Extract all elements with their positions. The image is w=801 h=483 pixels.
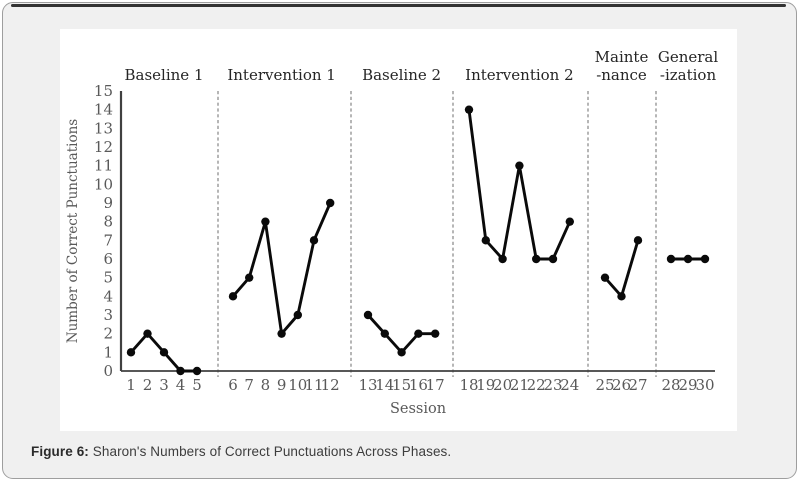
data-point-marker bbox=[565, 217, 574, 226]
y-tick-label: 8 bbox=[103, 213, 113, 231]
x-tick-label: 22 bbox=[527, 376, 546, 394]
y-tick-label: 1 bbox=[103, 343, 113, 361]
y-tick-label: 2 bbox=[103, 325, 113, 343]
data-point-marker bbox=[683, 254, 693, 264]
data-point-marker bbox=[431, 329, 440, 338]
x-tick-label: 24 bbox=[560, 376, 579, 394]
data-point-marker bbox=[700, 254, 710, 264]
data-point-marker bbox=[192, 366, 202, 376]
data-point-marker bbox=[159, 348, 169, 357]
caption-text: Sharon's Numbers of Correct Punctuations… bbox=[92, 444, 452, 459]
x-tick-label: 5 bbox=[192, 376, 202, 394]
x-tick-label: 16 bbox=[409, 376, 428, 394]
y-tick-label: 7 bbox=[103, 231, 113, 249]
x-tick-label: 12 bbox=[321, 376, 340, 394]
phase-label: General bbox=[658, 48, 719, 66]
data-point-marker bbox=[380, 329, 389, 338]
data-point-marker bbox=[293, 310, 302, 320]
data-point-marker bbox=[666, 254, 676, 264]
y-tick-label: 11 bbox=[94, 157, 113, 175]
y-tick-label: 10 bbox=[94, 175, 113, 193]
x-tick-label: 26 bbox=[612, 376, 631, 394]
data-point-marker bbox=[600, 273, 610, 282]
data-point-marker bbox=[414, 329, 423, 338]
x-tick-label: 29 bbox=[678, 376, 697, 394]
x-tick-label: 8 bbox=[261, 376, 271, 394]
phase-label: Mainte bbox=[595, 48, 649, 66]
data-point-marker bbox=[326, 198, 335, 208]
x-tick-label: 20 bbox=[493, 376, 512, 394]
x-tick-label: 14 bbox=[375, 376, 394, 394]
data-point-marker bbox=[176, 366, 185, 376]
data-point-marker bbox=[633, 236, 643, 245]
y-tick-label: 9 bbox=[103, 194, 113, 212]
y-tick-label: 14 bbox=[94, 101, 113, 119]
data-point-marker bbox=[277, 329, 286, 338]
phase-label: -nance bbox=[596, 66, 647, 84]
data-point-marker bbox=[515, 161, 524, 170]
phase-label: Baseline 1 bbox=[125, 66, 204, 84]
x-tick-label: 7 bbox=[244, 376, 254, 394]
data-point-marker bbox=[481, 236, 490, 245]
caption-label: Figure 6: bbox=[31, 444, 89, 459]
x-tick-label: 3 bbox=[159, 376, 169, 394]
data-point-marker bbox=[143, 329, 152, 338]
data-point-marker bbox=[126, 348, 136, 357]
x-tick-label: 11 bbox=[304, 376, 323, 394]
y-tick-label: 15 bbox=[94, 82, 113, 100]
data-point-marker bbox=[245, 273, 254, 282]
y-tick-label: 12 bbox=[94, 138, 113, 156]
card-top-accent-line bbox=[11, 4, 786, 7]
data-point-marker bbox=[532, 254, 541, 264]
phase-label: Baseline 2 bbox=[362, 66, 441, 84]
figure-caption: Figure 6: Sharon's Numbers of Correct Pu… bbox=[31, 444, 771, 459]
y-tick-label: 0 bbox=[103, 362, 113, 380]
x-tick-label: 15 bbox=[392, 376, 411, 394]
data-point-marker bbox=[228, 292, 238, 301]
y-axis-title: Number of Correct Punctuations bbox=[65, 119, 81, 343]
x-tick-label: 27 bbox=[628, 376, 647, 394]
x-tick-label: 17 bbox=[426, 376, 445, 394]
y-tick-label: 5 bbox=[103, 269, 113, 287]
data-point-marker bbox=[464, 105, 474, 114]
x-tick-label: 23 bbox=[543, 376, 562, 394]
x-tick-label: 30 bbox=[695, 376, 714, 394]
phase-label: Intervention 2 bbox=[465, 66, 574, 84]
x-tick-label: 1 bbox=[126, 376, 136, 394]
data-point-marker bbox=[397, 348, 406, 357]
x-tick-label: 18 bbox=[459, 376, 478, 394]
y-tick-label: 13 bbox=[94, 119, 113, 137]
x-tick-label: 19 bbox=[476, 376, 495, 394]
x-axis-title: Session bbox=[390, 401, 446, 417]
data-point-marker bbox=[261, 217, 270, 226]
x-tick-label: 21 bbox=[510, 376, 529, 394]
x-tick-label: 6 bbox=[228, 376, 238, 394]
y-tick-label: 6 bbox=[103, 250, 113, 268]
x-tick-label: 13 bbox=[358, 376, 377, 394]
x-tick-label: 9 bbox=[277, 376, 287, 394]
phase-label: Intervention 1 bbox=[227, 66, 336, 84]
data-point-marker bbox=[309, 236, 319, 245]
x-tick-label: 4 bbox=[176, 376, 186, 394]
y-tick-label: 3 bbox=[103, 306, 113, 324]
data-point-marker bbox=[363, 310, 373, 320]
y-tick-label: 4 bbox=[103, 287, 113, 305]
data-point-marker bbox=[498, 254, 507, 264]
x-tick-label: 10 bbox=[288, 376, 307, 394]
x-tick-label: 28 bbox=[661, 376, 680, 394]
data-point-marker bbox=[548, 254, 558, 264]
data-point-marker bbox=[617, 292, 626, 301]
phase-label: -ization bbox=[660, 66, 717, 84]
x-tick-label: 25 bbox=[595, 376, 614, 394]
x-tick-label: 2 bbox=[143, 376, 153, 394]
